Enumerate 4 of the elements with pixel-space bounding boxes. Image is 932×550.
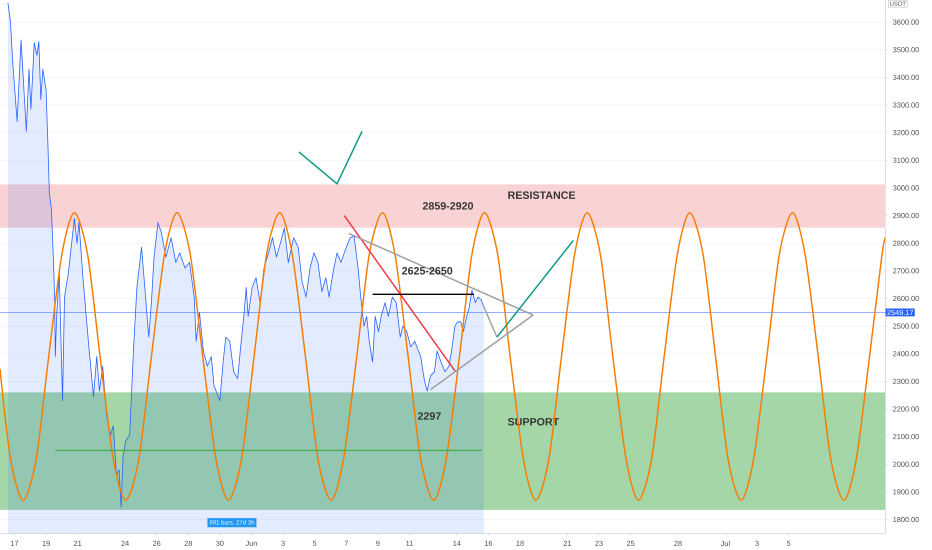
band-label: RESISTANCE [508, 191, 576, 199]
annotation: 2625-2650 [402, 267, 452, 275]
annotation: 2859-2920 [422, 202, 474, 210]
annotation: 2297 [418, 412, 441, 420]
